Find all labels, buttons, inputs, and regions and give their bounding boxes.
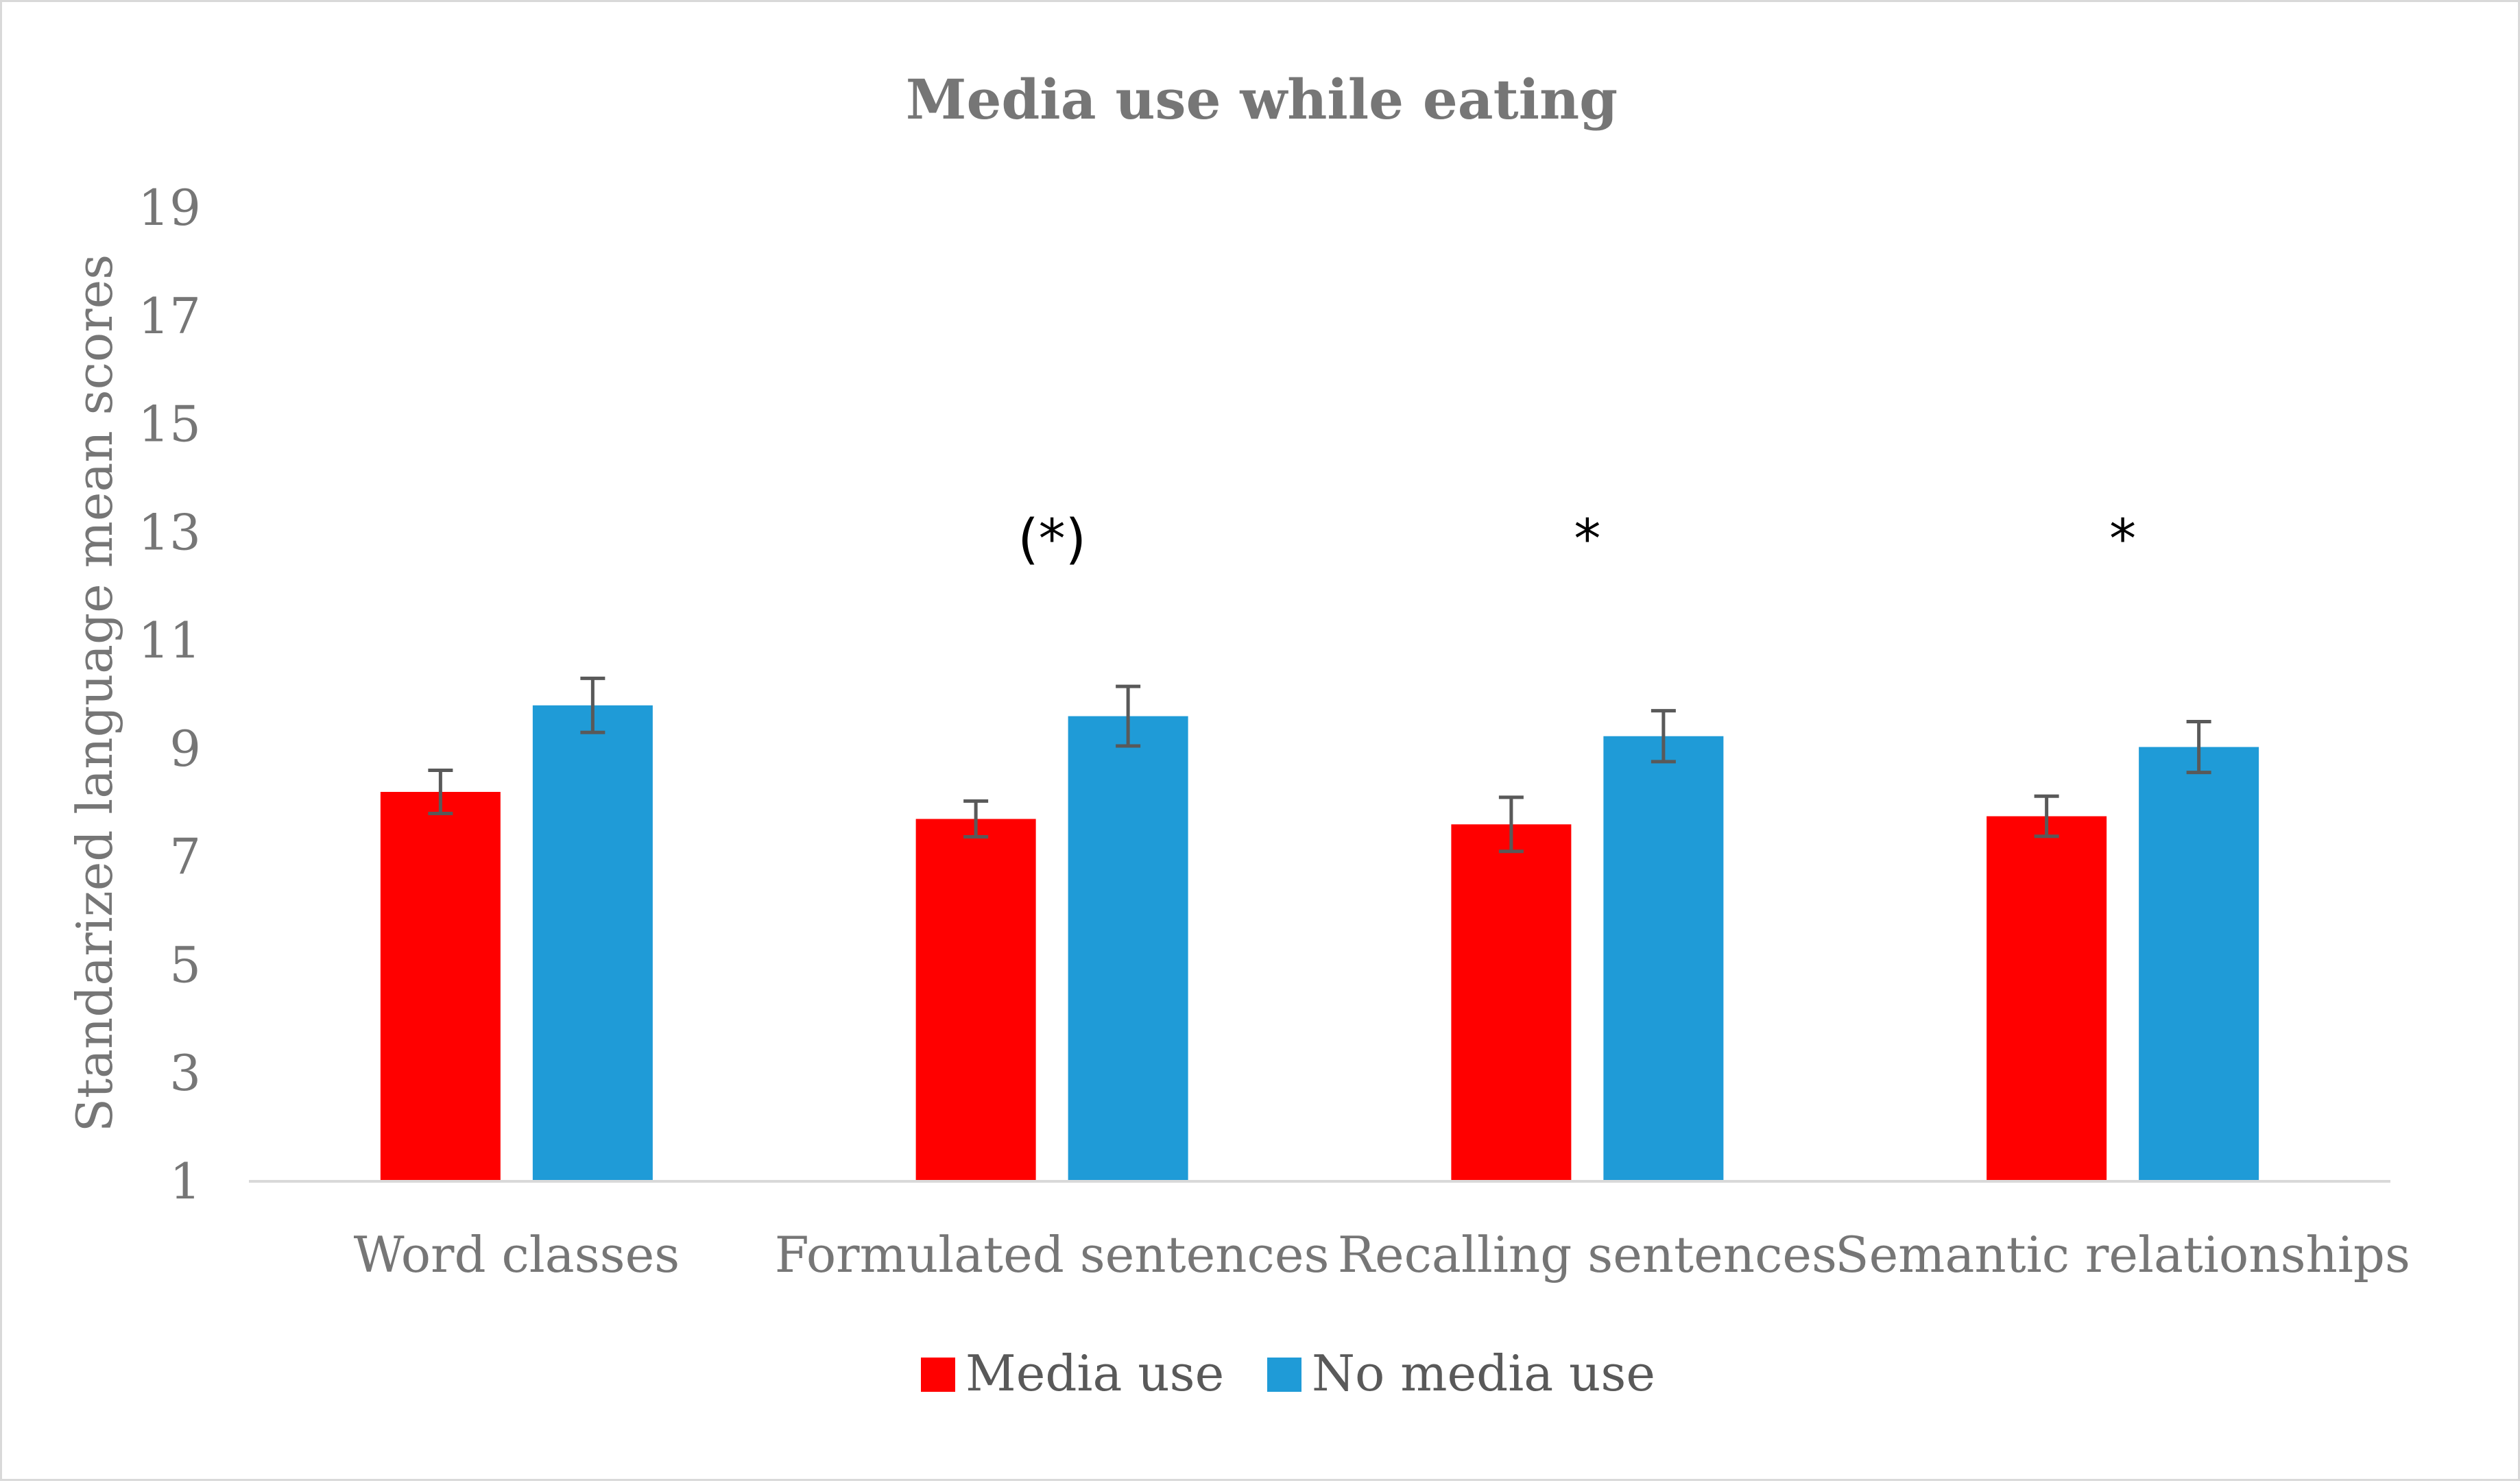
- x-tick-label-0: Word classes: [354, 1226, 680, 1283]
- error-bar-no-media-use-0: [580, 676, 605, 734]
- bar-no-media-use-1: [1068, 716, 1188, 1181]
- y-tick-label-7: 7: [169, 828, 201, 886]
- y-axis-label: Standarized language mean scores: [66, 254, 123, 1133]
- error-bar-no-media-use-2: [1651, 709, 1676, 764]
- error-bar-media-use-1: [963, 799, 989, 839]
- y-tick-label-15: 15: [138, 396, 201, 453]
- significance-marker-3: *: [2109, 509, 2136, 570]
- y-tick-label-17: 17: [138, 287, 201, 345]
- x-tick-label-2: Recalling sentences: [1338, 1226, 1837, 1283]
- legend-label-no-media-use: No media use: [1312, 1345, 1655, 1402]
- bar-media-use-3: [1987, 816, 2107, 1181]
- bar-no-media-use-2: [1603, 736, 1724, 1181]
- error-bar-media-use-3: [2034, 794, 2059, 839]
- bar-no-media-use-3: [2139, 747, 2259, 1181]
- bar-media-use-0: [380, 792, 501, 1181]
- error-bars-group: [428, 676, 2211, 854]
- legend-swatch-no-media-use: [1267, 1358, 1301, 1392]
- significance-annotations: (*) * *: [1018, 509, 2136, 570]
- significance-marker-2: *: [1574, 509, 1600, 570]
- x-axis-labels: Word classes Formulated sentences Recallin…: [354, 1226, 2410, 1283]
- error-bar-media-use-2: [1498, 795, 1524, 854]
- bar-no-media-use-0: [532, 705, 653, 1181]
- y-tick-label-13: 13: [138, 503, 201, 561]
- y-tick-label-5: 5: [169, 936, 201, 993]
- x-tick-label-1: Formulated sentences: [775, 1226, 1330, 1283]
- bar-media-use-1: [915, 819, 1036, 1181]
- legend-label-media-use: Media use: [965, 1345, 1224, 1402]
- error-bar-no-media-use-3: [2186, 719, 2211, 775]
- bars-group: [380, 705, 2259, 1181]
- bar-media-use-2: [1451, 824, 1572, 1181]
- y-tick-label-1: 1: [169, 1153, 201, 1210]
- y-tick-label-19: 19: [138, 179, 201, 237]
- legend-swatch-media-use: [921, 1358, 955, 1392]
- significance-marker-1: (*): [1018, 509, 1086, 570]
- x-tick-label-3: Semantic relationships: [1835, 1226, 2410, 1283]
- y-tick-label-3: 3: [169, 1044, 201, 1102]
- y-tick-label-11: 11: [138, 612, 201, 669]
- chart-title: Media use while eating: [906, 67, 1618, 132]
- error-bar-media-use-0: [428, 768, 453, 816]
- error-bar-no-media-use-1: [1116, 684, 1141, 748]
- legend: Media use No media use: [921, 1345, 1655, 1402]
- y-tick-label-9: 9: [169, 720, 201, 777]
